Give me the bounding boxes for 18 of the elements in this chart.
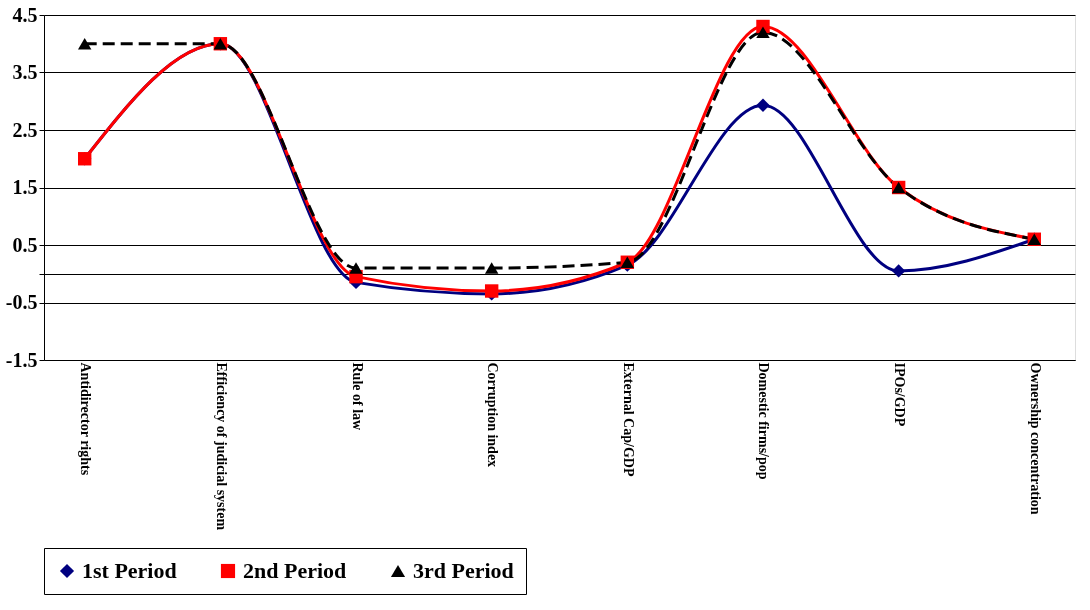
x-tick-label: Rule of law — [349, 362, 365, 432]
y-tick-label: 0.5 — [12, 233, 38, 256]
x-tick-label: Ownership concentration — [1027, 362, 1043, 515]
x-tick-label: External Cap/GDP — [620, 362, 636, 477]
x-tick-label: IPOs/GDP — [892, 362, 908, 427]
x-tick-label: Corruption index — [485, 362, 501, 468]
y-tick-label: 2.5 — [12, 118, 38, 141]
y-tick-label: 1.5 — [12, 176, 38, 198]
y-tick-label: 3.5 — [12, 61, 38, 83]
y-tick-label: 4.5 — [12, 3, 38, 26]
legend-label: 3rd Period — [413, 558, 514, 583]
y-tick-label: -1.5 — [5, 348, 38, 371]
legend-label: 1st Period — [82, 558, 177, 583]
x-tick-label: Domestic firms/pop — [756, 362, 772, 480]
y-tick-label: -0.5 — [5, 291, 38, 313]
x-tick-label: Antidirector rights — [78, 362, 94, 476]
x-tick-label: Efficiency of judicial system — [213, 362, 229, 531]
legend-label: 2nd Period — [243, 558, 347, 583]
